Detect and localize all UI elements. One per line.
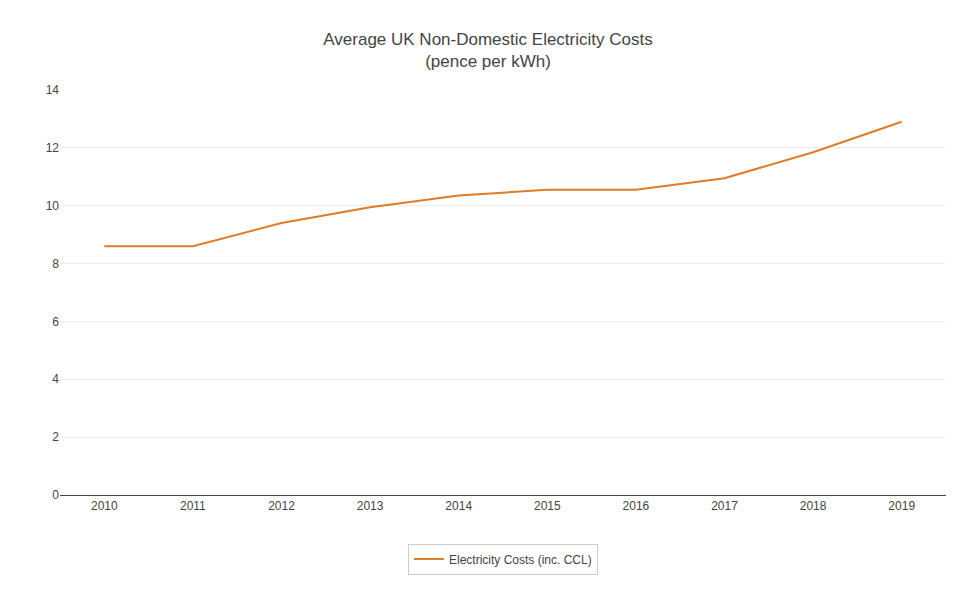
svg-text:2013: 2013 <box>357 499 384 513</box>
svg-text:6: 6 <box>52 315 59 329</box>
svg-text:2018: 2018 <box>800 499 827 513</box>
svg-text:Electricity Costs (inc. CCL): Electricity Costs (inc. CCL) <box>449 553 592 567</box>
svg-text:Average UK Non-Domestic Electr: Average UK Non-Domestic Electricity Cost… <box>323 30 652 71</box>
svg-text:2011: 2011 <box>180 499 206 513</box>
svg-text:14: 14 <box>46 83 60 97</box>
svg-text:10: 10 <box>46 199 60 213</box>
svg-text:2019: 2019 <box>888 499 915 513</box>
svg-text:2012: 2012 <box>268 499 295 513</box>
svg-text:2016: 2016 <box>623 499 650 513</box>
svg-text:2014: 2014 <box>445 499 472 513</box>
svg-text:8: 8 <box>52 257 59 271</box>
svg-text:0: 0 <box>52 488 59 502</box>
svg-text:4: 4 <box>52 372 59 386</box>
svg-text:2015: 2015 <box>534 499 561 513</box>
svg-text:2: 2 <box>52 430 59 444</box>
svg-text:2010: 2010 <box>91 499 118 513</box>
svg-text:2017: 2017 <box>711 499 738 513</box>
svg-text:12: 12 <box>46 141 60 155</box>
